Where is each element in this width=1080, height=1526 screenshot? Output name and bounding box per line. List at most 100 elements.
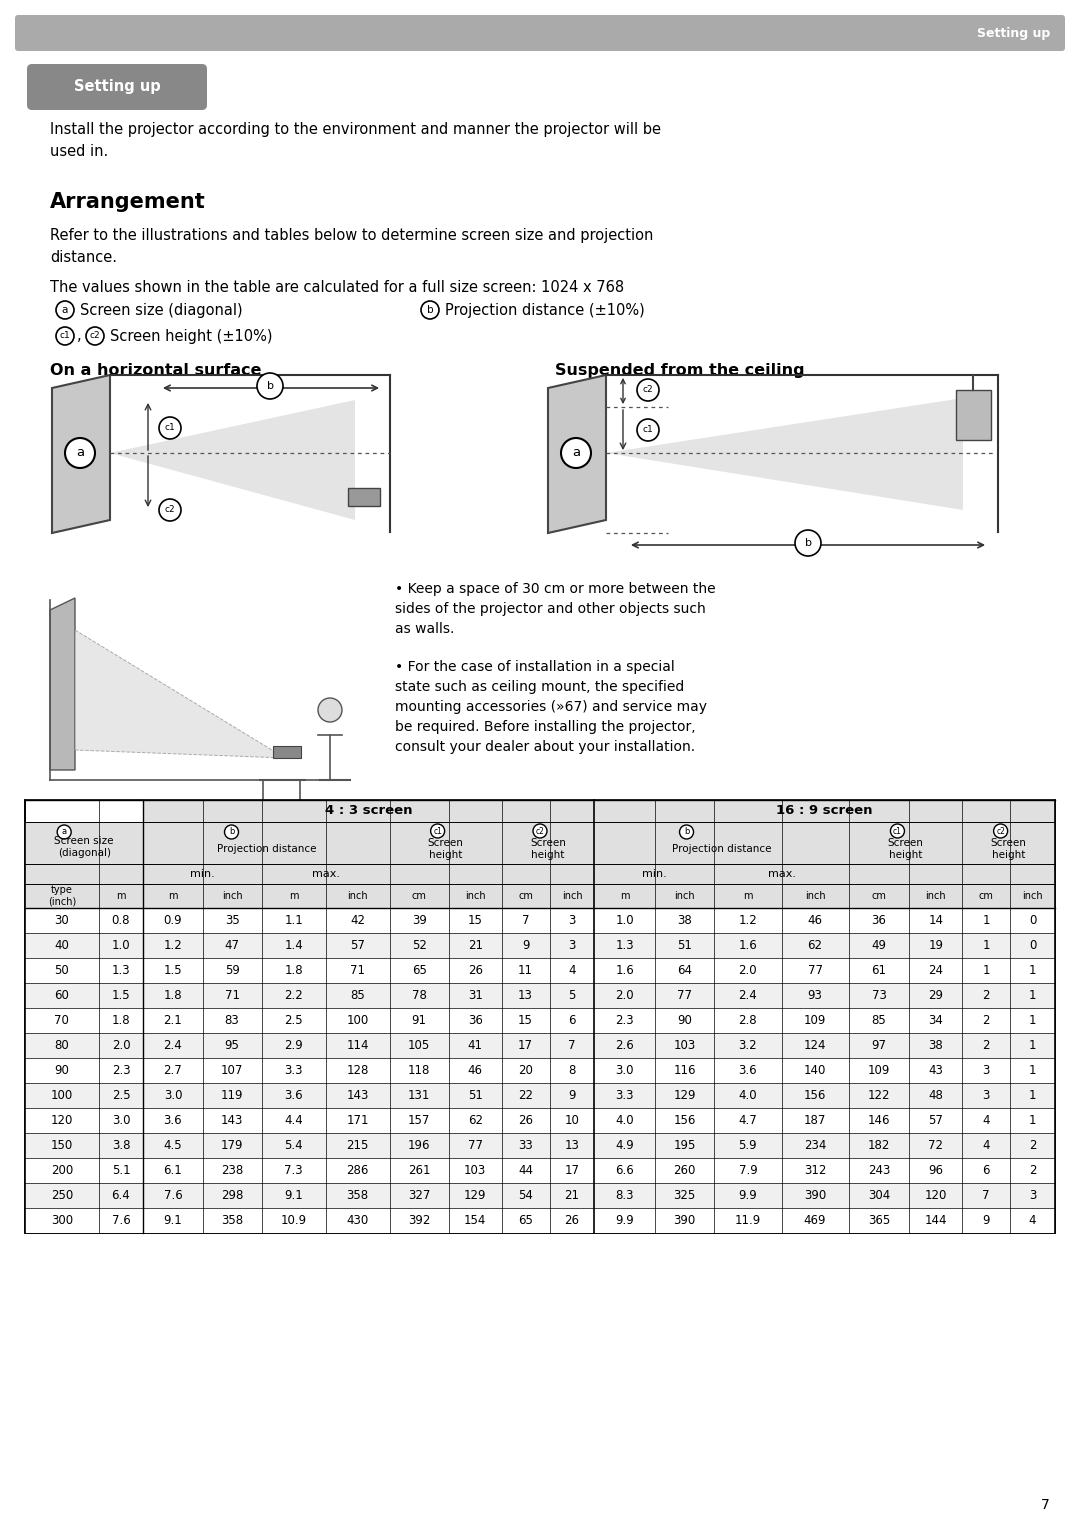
Text: 80: 80 [54,1039,69,1051]
Text: 114: 114 [347,1039,369,1051]
Text: • Keep a space of 30 cm or more between the
sides of the projector and other obj: • Keep a space of 30 cm or more between … [395,581,716,636]
Text: 100: 100 [51,1090,73,1102]
Text: 120: 120 [924,1189,947,1202]
Text: 6: 6 [568,1013,576,1027]
Text: 129: 129 [674,1090,696,1102]
Text: 4.4: 4.4 [284,1114,303,1128]
Text: 5.9: 5.9 [739,1138,757,1152]
Polygon shape [50,598,75,771]
Text: b: b [427,305,433,314]
Text: 3.0: 3.0 [164,1090,183,1102]
Text: 131: 131 [408,1090,431,1102]
Text: 0: 0 [1029,938,1037,952]
Text: Install the projector according to the environment and manner the projector will: Install the projector according to the e… [50,122,661,159]
Text: 5.4: 5.4 [284,1138,303,1152]
Text: 65: 65 [518,1215,534,1227]
Text: 140: 140 [804,1064,826,1077]
Text: 1: 1 [1029,1090,1037,1102]
Text: 4: 4 [1029,1215,1037,1227]
Text: 13: 13 [518,989,534,1003]
Text: 7: 7 [522,914,529,926]
Circle shape [637,420,659,441]
Circle shape [431,824,445,838]
Text: 200: 200 [51,1164,73,1177]
Text: 2.3: 2.3 [111,1064,131,1077]
Text: b: b [805,539,811,548]
Text: b: b [267,382,273,391]
Text: 430: 430 [347,1215,368,1227]
Text: 1.5: 1.5 [111,989,131,1003]
Circle shape [159,417,181,439]
Text: 41: 41 [468,1039,483,1051]
Bar [25,1083,1055,1108]
Text: c2: c2 [996,827,1005,836]
Text: 26: 26 [518,1114,534,1128]
Text: 1.0: 1.0 [616,914,634,926]
Text: 11.9: 11.9 [734,1215,761,1227]
Text: 6.1: 6.1 [163,1164,183,1177]
Text: 103: 103 [674,1039,696,1051]
Text: b: b [684,827,689,836]
Text: 107: 107 [221,1064,243,1077]
Text: Suspended from the ceiling: Suspended from the ceiling [555,363,805,378]
Text: Screen
height: Screen height [990,838,1027,861]
Bar [25,864,1055,884]
Text: 4.0: 4.0 [616,1114,634,1128]
Text: 1.6: 1.6 [739,938,757,952]
Text: 196: 196 [408,1138,431,1152]
Text: 9: 9 [568,1090,576,1102]
Text: 7.3: 7.3 [284,1164,303,1177]
Text: 22: 22 [518,1090,534,1102]
Text: 1: 1 [983,964,990,977]
Circle shape [159,499,181,520]
Text: The values shown in the table are calculated for a full size screen: 1024 x 768: The values shown in the table are calcul… [50,279,624,295]
Text: 1.4: 1.4 [284,938,303,952]
Text: 70: 70 [54,1013,69,1027]
Text: Refer to the illustrations and tables below to determine screen size and project: Refer to the illustrations and tables be… [50,227,653,266]
Text: 42: 42 [350,914,365,926]
Polygon shape [548,375,606,533]
Text: 83: 83 [225,1013,240,1027]
Text: c2: c2 [643,386,653,395]
Text: c1: c1 [643,426,653,435]
Text: 9.9: 9.9 [739,1189,757,1202]
Text: 17: 17 [565,1164,580,1177]
Text: 304: 304 [868,1189,890,1202]
Circle shape [679,826,693,839]
Circle shape [534,824,546,838]
Text: 2.5: 2.5 [111,1090,131,1102]
Text: 0: 0 [1029,914,1037,926]
Text: 1.2: 1.2 [163,938,183,952]
Text: 85: 85 [872,1013,887,1027]
Circle shape [318,697,342,722]
Text: 390: 390 [804,1189,826,1202]
Text: 1.3: 1.3 [111,964,131,977]
Circle shape [56,327,75,345]
Text: inch: inch [464,891,486,900]
Text: 35: 35 [225,914,240,926]
Text: a: a [62,305,68,314]
Bar [144,800,594,823]
Text: ,: , [77,328,82,343]
Text: 1.3: 1.3 [616,938,634,952]
Text: Screen
height: Screen height [888,838,923,861]
Text: 7.6: 7.6 [111,1215,131,1227]
Text: 21: 21 [565,1189,580,1202]
Text: 2.0: 2.0 [616,989,634,1003]
Text: 90: 90 [677,1013,692,1027]
Text: 10.9: 10.9 [281,1215,307,1227]
Bar [25,1209,1055,1233]
Text: inch: inch [1023,891,1043,900]
Text: 15: 15 [468,914,483,926]
Text: 17: 17 [518,1039,534,1051]
Text: 7.6: 7.6 [163,1189,183,1202]
Text: 10: 10 [565,1114,580,1128]
Text: 2: 2 [983,1039,990,1051]
Text: 171: 171 [347,1114,369,1128]
Text: 26: 26 [468,964,483,977]
Text: inch: inch [221,891,242,900]
Text: • For the case of installation in a special
state such as ceiling mount, the spe: • For the case of installation in a spec… [395,661,707,754]
Text: 47: 47 [225,938,240,952]
Text: 3: 3 [983,1064,990,1077]
Text: 93: 93 [808,989,823,1003]
